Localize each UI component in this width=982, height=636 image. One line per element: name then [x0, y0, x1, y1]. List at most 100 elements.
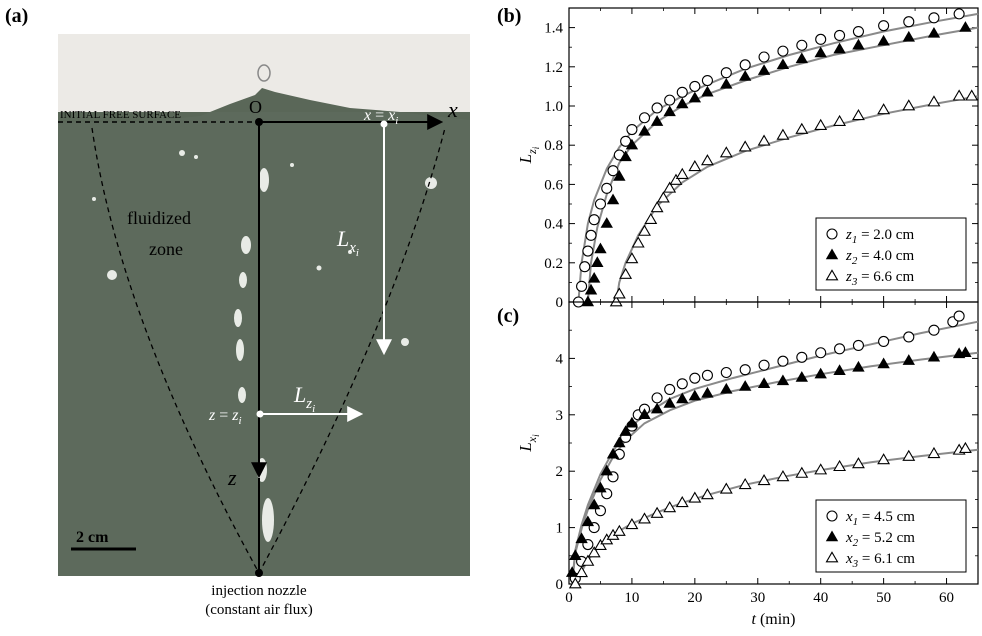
data-point [581, 515, 595, 527]
y-axis-label-main-c: L [516, 442, 535, 452]
photo-background [58, 34, 470, 576]
data-point [663, 105, 676, 117]
data-point [738, 477, 752, 490]
nozzle-dot [255, 569, 263, 577]
y-tick-label-b: 0.6 [544, 177, 563, 193]
y-tick-label-b: 0.2 [544, 256, 563, 272]
data-point [638, 224, 651, 236]
legend-marker-c-3 [825, 551, 839, 563]
data-point [638, 124, 651, 136]
y-axis-label-subsub-c: i [531, 434, 541, 437]
data-point [638, 512, 651, 524]
data-point [600, 217, 613, 228]
data-point [625, 517, 639, 530]
y-tick-label-b: 1.4 [544, 21, 563, 37]
series-c-3 [568, 441, 972, 589]
data-point [719, 146, 733, 158]
data-point [606, 193, 620, 205]
data-point [585, 229, 597, 241]
data-point [851, 457, 865, 469]
caption-line-1: injection nozzle [211, 583, 307, 599]
data-point [851, 109, 865, 121]
x-axis-label: x [447, 97, 458, 122]
y-tick-label-c: 0 [556, 577, 564, 593]
data-point [757, 134, 771, 146]
data-point [650, 115, 664, 126]
data-point [663, 501, 677, 513]
data-point [814, 118, 828, 130]
data-point [700, 488, 714, 500]
data-point [903, 16, 915, 28]
fit-curve-c-2 [571, 351, 979, 585]
data-point [719, 482, 733, 494]
data-point [619, 425, 632, 436]
data-point [689, 372, 701, 384]
data-point [676, 392, 689, 404]
x-axis-label-unit: (min) [756, 611, 796, 628]
data-point [588, 214, 600, 226]
data-point [927, 26, 941, 38]
panel-label-b: (b) [497, 5, 521, 27]
scale-bar-label: 2 cm [76, 529, 109, 546]
legend-entry-c-3: x3 = 6.1 cm [845, 551, 915, 570]
data-point [612, 524, 626, 536]
legend-text: = 5.2 cm [858, 530, 915, 546]
legend-box-c [815, 499, 967, 573]
data-point [688, 91, 702, 103]
legend-sub: 1 [852, 234, 858, 246]
data-point [688, 389, 702, 401]
data-point [902, 30, 915, 42]
legend-text: = 6.6 cm [857, 269, 914, 285]
y-axis-label-b: Lzi [516, 146, 541, 164]
data-point [688, 491, 702, 503]
x-tick-label-c: 60 [939, 590, 954, 606]
data-point [568, 577, 582, 589]
data-point [650, 201, 664, 213]
data-point [738, 140, 752, 152]
legend-entry-c-1: x1 = 4.5 cm [845, 509, 915, 528]
data-point [701, 369, 713, 381]
data-point [795, 52, 809, 64]
data-point [720, 366, 732, 379]
series-c-2 [565, 346, 972, 577]
x-tick-label-c: 50 [876, 590, 891, 606]
x-i-marker: x = xi [363, 107, 398, 127]
data-point [587, 271, 601, 283]
data-point [663, 181, 677, 193]
data-point [587, 498, 601, 510]
x-axis-label-c: t (min) [752, 611, 796, 628]
data-point [795, 466, 809, 478]
legend-var: z [845, 227, 852, 243]
series-b-3 [609, 89, 979, 307]
y-axis-label-subsub-b: i [531, 146, 541, 149]
data-point [738, 380, 752, 391]
data-point [594, 481, 607, 493]
legend-text: = 2.0 cm [857, 227, 914, 243]
data-point [878, 335, 890, 348]
data-point [776, 470, 790, 482]
data-point [877, 357, 890, 369]
legend-entry-b-2: z2 = 4.0 cm [845, 248, 914, 267]
data-point [651, 392, 663, 404]
data-point [575, 532, 588, 544]
data-point [959, 21, 972, 32]
data-point [606, 447, 620, 459]
origin-label: O [249, 97, 262, 117]
legend-marker-b-2 [825, 248, 839, 260]
data-point [959, 346, 972, 357]
data-point [700, 154, 714, 166]
x-tick-label-c: 30 [750, 590, 765, 606]
data-point [927, 95, 941, 107]
data-point [601, 182, 613, 194]
data-point [796, 351, 808, 363]
data-point [651, 102, 663, 114]
legend-var: z [845, 269, 852, 285]
data-point [833, 459, 847, 472]
data-point [776, 128, 790, 140]
data-point [757, 473, 771, 486]
data-point [581, 554, 595, 566]
data-point [902, 449, 916, 461]
x-tick-label-c: 40 [813, 590, 828, 606]
data-point [814, 46, 827, 58]
